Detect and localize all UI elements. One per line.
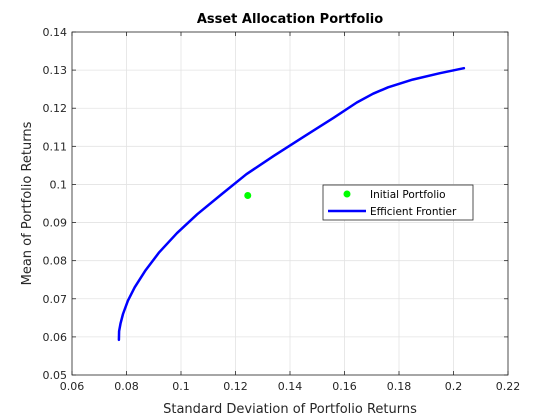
legend-label-initial-portfolio: Initial Portfolio <box>370 189 446 201</box>
x-axis-label: Standard Deviation of Portfolio Returns <box>163 402 417 417</box>
ticks: 0.06 0.08 0.1 0.12 0.14 0.16 0.18 0.2 0.220.050.… <box>43 26 521 393</box>
y-axis-label: Mean of Portfolio Returns <box>20 121 35 285</box>
chart-title: Asset Allocation Portfolio <box>197 12 383 27</box>
y-tick-label: 0.05 <box>43 369 68 382</box>
x-tick-label: 0.08 <box>114 380 139 393</box>
x-tick-label: 0.2 <box>445 380 463 393</box>
x-tick-label: 0.06 <box>60 380 85 393</box>
legend: Initial Portfolio Efficient Frontier <box>322 184 474 221</box>
y-tick-label: 0.09 <box>43 217 68 230</box>
legend-label-efficient-frontier: Efficient Frontier <box>370 206 457 218</box>
y-tick-label: 0.06 <box>43 331 68 344</box>
x-tick-label: 0.1 <box>172 380 190 393</box>
x-tick-label: 0.18 <box>387 380 412 393</box>
y-tick-label: 0.1 <box>50 178 68 191</box>
legend-marker-initial-portfolio <box>343 190 351 198</box>
x-tick-label: 0.12 <box>223 380 248 393</box>
x-tick-label: 0.16 <box>332 380 357 393</box>
y-tick-label: 0.14 <box>43 26 68 39</box>
y-tick-label: 0.08 <box>43 255 68 268</box>
y-tick-label: 0.11 <box>43 140 68 153</box>
y-tick-label: 0.07 <box>43 293 68 306</box>
y-tick-label: 0.12 <box>43 102 68 115</box>
x-tick-label: 0.22 <box>496 380 521 393</box>
y-tick-label: 0.13 <box>43 64 68 77</box>
x-tick-label: 0.14 <box>278 380 303 393</box>
series-layer <box>117 66 466 342</box>
efficient-frontier-line <box>117 66 466 342</box>
initial-portfolio-point <box>244 191 252 199</box>
